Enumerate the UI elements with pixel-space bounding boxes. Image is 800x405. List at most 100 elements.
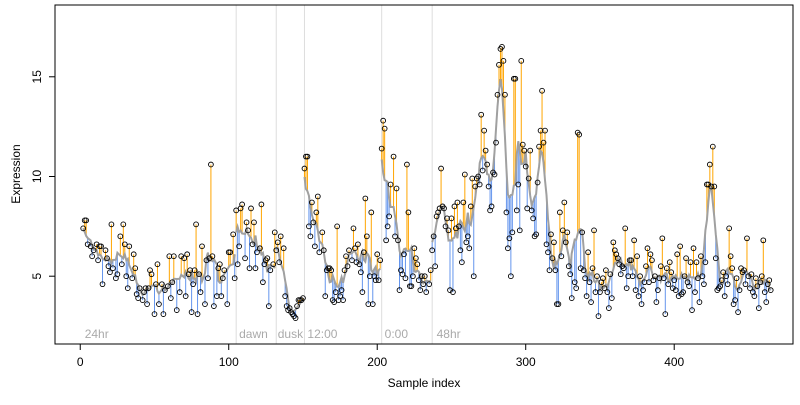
data-point (557, 209, 563, 216)
data-point (395, 237, 401, 244)
data-point (543, 241, 550, 248)
data-point (733, 275, 740, 282)
data-point (660, 275, 667, 282)
data-point (549, 255, 556, 262)
data-point (467, 203, 474, 210)
data-point (594, 273, 600, 280)
data-point (361, 249, 367, 256)
data-point (448, 215, 455, 222)
data-point (687, 259, 694, 266)
data-point (522, 163, 529, 170)
data-point (614, 255, 621, 262)
data-point (251, 219, 257, 226)
data-point (606, 305, 612, 311)
data-point (343, 253, 349, 260)
data-point (689, 307, 695, 313)
data-point (659, 235, 666, 242)
data-point (539, 87, 545, 94)
data-point (747, 285, 753, 292)
data-point (312, 243, 318, 250)
data-point (655, 287, 661, 294)
data-point (402, 275, 409, 282)
data-point (390, 153, 397, 160)
data-point (623, 285, 630, 292)
data-point (461, 171, 468, 178)
data-point (181, 255, 188, 262)
x-tick-label: 100 (219, 355, 239, 369)
data-point (525, 175, 532, 182)
data-point (546, 267, 553, 274)
data-point (242, 255, 248, 262)
data-point (718, 277, 725, 284)
data-point (567, 271, 574, 278)
data-point (405, 209, 412, 216)
data-point (530, 215, 536, 222)
data-point (108, 221, 115, 228)
data-point (418, 273, 425, 280)
x-tick-label: 200 (367, 355, 387, 369)
section-label: 24hr (85, 327, 109, 341)
data-point (720, 269, 727, 276)
data-point (401, 251, 407, 258)
data-point (696, 299, 703, 305)
data-point (211, 303, 217, 309)
data-point (408, 283, 415, 290)
data-point (307, 233, 314, 240)
data-point (643, 263, 649, 270)
data-point (309, 199, 315, 206)
data-point (573, 285, 580, 292)
data-point (665, 281, 672, 288)
data-point (485, 183, 492, 190)
data-point (194, 311, 201, 317)
data-point (248, 205, 254, 212)
data-point (196, 271, 202, 278)
data-point (601, 285, 608, 292)
y-axis-label: Expression (9, 144, 23, 203)
data-point (755, 305, 762, 311)
data-point (763, 299, 770, 305)
data-point (505, 245, 511, 252)
data-point (412, 255, 419, 262)
data-point (270, 261, 277, 268)
data-point (129, 275, 136, 282)
data-point (334, 223, 340, 230)
data-point (316, 249, 323, 256)
data-point (513, 207, 520, 214)
x-tick-label: 400 (664, 355, 684, 369)
data-point (610, 239, 617, 246)
data-point (742, 281, 749, 288)
data-point (375, 277, 382, 284)
data-point (218, 293, 225, 299)
data-point (476, 181, 483, 188)
data-point (430, 233, 437, 240)
data-point (515, 181, 522, 188)
data-point (265, 303, 272, 309)
data-point (506, 235, 513, 242)
data-point (89, 253, 95, 260)
data-point (173, 307, 180, 313)
data-point (503, 209, 510, 216)
data-point (585, 249, 591, 256)
data-point (677, 243, 683, 250)
data-point (392, 233, 398, 240)
data-point (378, 145, 385, 152)
data-point (512, 75, 519, 82)
data-point (735, 309, 741, 315)
data-point (521, 147, 528, 154)
x-tick-label: 300 (516, 355, 536, 369)
data-point (533, 231, 539, 238)
data-point (484, 161, 490, 168)
data-point (159, 281, 165, 288)
data-point (767, 287, 774, 294)
data-point (154, 261, 161, 268)
data-point (153, 281, 159, 288)
data-point (472, 183, 479, 190)
data-point (653, 299, 660, 305)
data-point (216, 261, 223, 268)
data-point (693, 259, 700, 266)
data-point (692, 289, 698, 296)
data-point (151, 311, 158, 317)
data-point (647, 251, 654, 258)
data-point (576, 131, 583, 138)
data-point (528, 207, 535, 214)
